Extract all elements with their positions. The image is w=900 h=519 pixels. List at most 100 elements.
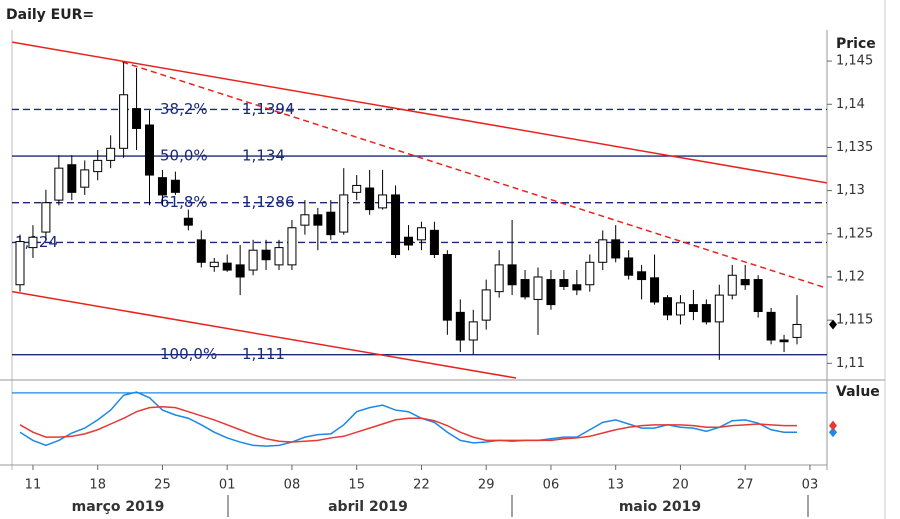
candle-body bbox=[714, 294, 724, 323]
candle-body bbox=[766, 311, 776, 341]
candle-body bbox=[520, 279, 530, 298]
candle-body bbox=[313, 214, 323, 226]
x-tick-label: 25 bbox=[154, 478, 171, 493]
x-tick-label: 03 bbox=[802, 478, 819, 493]
candle-body bbox=[67, 164, 77, 193]
x-tick-label: 13 bbox=[607, 478, 624, 493]
candle-body bbox=[701, 304, 711, 323]
candle-body bbox=[80, 169, 90, 188]
candle-body bbox=[300, 214, 310, 226]
candle-body bbox=[157, 177, 167, 196]
candle-body bbox=[274, 247, 284, 266]
candle-body bbox=[727, 274, 737, 296]
month-label: maio 2019 bbox=[619, 499, 701, 515]
candle-body bbox=[468, 321, 478, 341]
candle-body bbox=[753, 279, 763, 313]
candle-body bbox=[352, 184, 362, 193]
osc-marker bbox=[829, 427, 837, 438]
candle-body bbox=[572, 284, 582, 291]
candle-body bbox=[339, 194, 349, 233]
candle-body bbox=[559, 279, 569, 287]
candle-body bbox=[404, 236, 413, 246]
candle-body bbox=[183, 217, 193, 226]
level-value: 1,134 bbox=[242, 147, 285, 165]
candle-body bbox=[598, 239, 608, 263]
osc-line bbox=[19, 406, 797, 443]
candle-body bbox=[494, 264, 504, 293]
trendline bbox=[122, 61, 828, 289]
candle-body bbox=[209, 261, 219, 268]
candle-body bbox=[779, 339, 789, 343]
candle-body bbox=[248, 249, 258, 271]
candle-body bbox=[546, 279, 556, 306]
candle-body bbox=[106, 147, 116, 161]
candle-body bbox=[481, 289, 491, 321]
chart-title: Daily EUR= bbox=[6, 7, 94, 23]
candle-body bbox=[533, 276, 543, 300]
y-tick-label: 1,12 bbox=[836, 269, 865, 284]
y-tick-label: 1,11 bbox=[836, 356, 865, 371]
candle-body bbox=[624, 257, 634, 276]
trendline bbox=[12, 290, 517, 379]
candle-body bbox=[429, 229, 439, 256]
x-tick-label: 15 bbox=[348, 478, 365, 493]
candle-body bbox=[740, 279, 750, 286]
candle-body bbox=[442, 254, 452, 321]
y-tick-label: 1,13 bbox=[836, 183, 865, 198]
candle-body bbox=[145, 124, 154, 176]
candle-body bbox=[196, 239, 206, 263]
candle-body bbox=[287, 227, 297, 266]
candle-body bbox=[585, 261, 595, 286]
candle-body bbox=[261, 249, 271, 261]
candle-body bbox=[41, 202, 51, 233]
candle-body bbox=[611, 239, 621, 259]
level-value: 1,111 bbox=[242, 345, 285, 363]
y-tick-label: 1,135 bbox=[836, 140, 873, 155]
y-tick-label: 1,115 bbox=[836, 313, 873, 328]
candle-body bbox=[326, 211, 336, 236]
candle-body bbox=[119, 94, 129, 149]
month-label: março 2019 bbox=[72, 499, 165, 515]
value-axis-title: Value bbox=[836, 384, 880, 400]
candle-body bbox=[416, 227, 426, 241]
trendline bbox=[12, 41, 827, 184]
last-price-marker bbox=[829, 319, 837, 330]
candle-body bbox=[222, 262, 232, 271]
osc-marker bbox=[829, 420, 837, 431]
x-tick-label: 18 bbox=[89, 478, 106, 493]
x-tick-label: 08 bbox=[284, 478, 301, 493]
x-tick-label: 27 bbox=[737, 478, 754, 493]
candle-body bbox=[54, 167, 64, 201]
x-tick-label: 01 bbox=[219, 478, 236, 493]
candle-body bbox=[235, 264, 245, 278]
level-name: 100,0% bbox=[160, 345, 217, 363]
candle-body bbox=[650, 277, 660, 303]
month-label: abril 2019 bbox=[328, 499, 408, 515]
level-name: 50,0% bbox=[160, 147, 208, 165]
candle-body bbox=[365, 187, 375, 211]
candle-body bbox=[792, 323, 802, 338]
x-tick-label: 20 bbox=[672, 478, 689, 493]
candle-body bbox=[15, 241, 25, 286]
candle-body bbox=[675, 302, 685, 316]
price-axis-title: Price bbox=[836, 36, 876, 52]
y-tick-label: 1,125 bbox=[836, 226, 873, 241]
y-tick-label: 1,14 bbox=[836, 97, 865, 112]
level-value: 1,1286 bbox=[242, 193, 295, 211]
x-tick-label: 29 bbox=[478, 478, 495, 493]
candle-body bbox=[455, 311, 465, 341]
x-tick-label: 06 bbox=[543, 478, 560, 493]
candle-body bbox=[378, 194, 388, 209]
candle-body bbox=[663, 297, 672, 316]
candle-body bbox=[170, 179, 180, 193]
candle-body bbox=[132, 108, 142, 129]
candle-body bbox=[507, 264, 517, 286]
level-name: 38,2% bbox=[160, 100, 208, 118]
candle-body bbox=[637, 271, 647, 281]
y-tick-label: 1,145 bbox=[836, 54, 873, 69]
x-tick-label: 22 bbox=[413, 478, 430, 493]
x-tick-label: 11 bbox=[25, 478, 42, 493]
level-name: 61,8% bbox=[160, 193, 208, 211]
candle-body bbox=[688, 304, 698, 313]
